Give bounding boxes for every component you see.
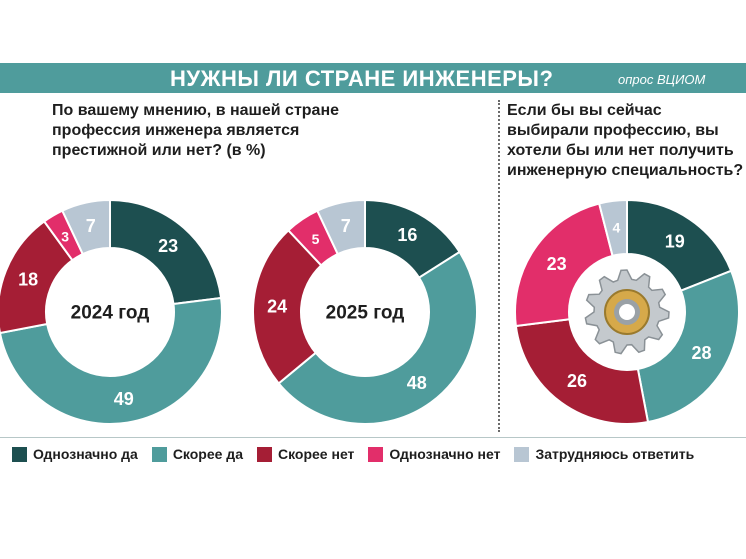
center-label: 2024 год (71, 303, 150, 324)
slice-hard-to-say (315, 198, 366, 256)
data-label-rather-yes: 28 (691, 343, 711, 363)
legend-swatch (151, 446, 167, 462)
legend-swatch (256, 446, 272, 462)
data-label-hard-to-say: 7 (86, 216, 96, 236)
legend-label: Скорее да (172, 446, 243, 462)
legend-swatch (368, 446, 384, 462)
slice-rather-yes (277, 250, 478, 425)
data-label-definitely-no: 3 (61, 228, 69, 244)
data-label-definitely-no: 5 (312, 231, 320, 247)
data-label-hard-to-say: 7 (341, 216, 351, 236)
legend-separator (0, 437, 746, 438)
legend-item-rather-no: Скорее нет (256, 446, 355, 462)
data-label-definitely-yes: 23 (158, 236, 178, 256)
legend-label: Скорее нет (277, 446, 355, 462)
legend-swatch (12, 446, 27, 462)
center-label: 2025 год (326, 303, 405, 324)
slice-definitely-yes (626, 198, 733, 292)
slice-hard-to-say (597, 198, 628, 258)
data-label-rather-no: 24 (267, 296, 287, 316)
gear-icon (584, 269, 670, 355)
data-label-rather-no: 18 (18, 270, 38, 290)
data-label-rather-yes: 48 (407, 373, 427, 393)
legend-swatch (514, 446, 530, 462)
legend: Однозначно да Скорее да Скорее нет Одноз… (12, 442, 746, 466)
donut-chart-2: 16 48 24 5 7 2025 год (252, 198, 478, 425)
slice-definitely-no (514, 202, 614, 328)
slice-rather-no (514, 318, 650, 425)
page-title: НУЖНЫ ЛИ СТРАНЕ ИНЖЕНЕРЫ? (170, 66, 554, 91)
legend-item-definitely-yes: Однозначно да (12, 446, 138, 462)
data-label-definitely-no: 23 (547, 254, 567, 274)
donut-chart-3: 19 28 26 23 4 (514, 198, 740, 425)
legend-label: Однозначно нет (389, 446, 501, 462)
slice-hard-to-say (60, 198, 111, 256)
legend-item-definitely-no: Однозначно нет (368, 446, 500, 462)
legend-item-rather-yes: Скорее да (151, 446, 243, 462)
donut-charts: 23 49 18 3 7 2024 год 16 48 24 5 7 2025 год 19 28 26 23… (0, 198, 740, 426)
question-choice: Если бы вы сейчас выбирали профессию, вы… (507, 102, 744, 179)
data-label-rather-yes: 49 (114, 389, 134, 409)
data-label-definitely-yes: 16 (397, 225, 417, 245)
data-label-hard-to-say: 4 (612, 220, 620, 236)
data-label-rather-no: 26 (567, 371, 587, 391)
question-prestige: По вашему мнению, в нашей стране професс… (52, 102, 340, 159)
data-label-definitely-yes: 19 (665, 232, 685, 252)
slice-rather-yes (0, 296, 223, 426)
section-divider (498, 100, 500, 432)
slice-definitely-yes (109, 198, 223, 306)
source-label: опрос ВЦИОМ (618, 72, 706, 87)
legend-label: Затрудняюсь ответить (535, 446, 695, 462)
slice-rather-yes (636, 269, 740, 424)
title-banner (0, 63, 746, 93)
donut-chart-1: 23 49 18 3 7 2024 год (0, 198, 223, 426)
legend-item-hard-to-say: Затрудняюсь ответить (514, 446, 694, 462)
legend-label: Однозначно да (33, 446, 138, 462)
slice-rather-no (252, 228, 323, 385)
